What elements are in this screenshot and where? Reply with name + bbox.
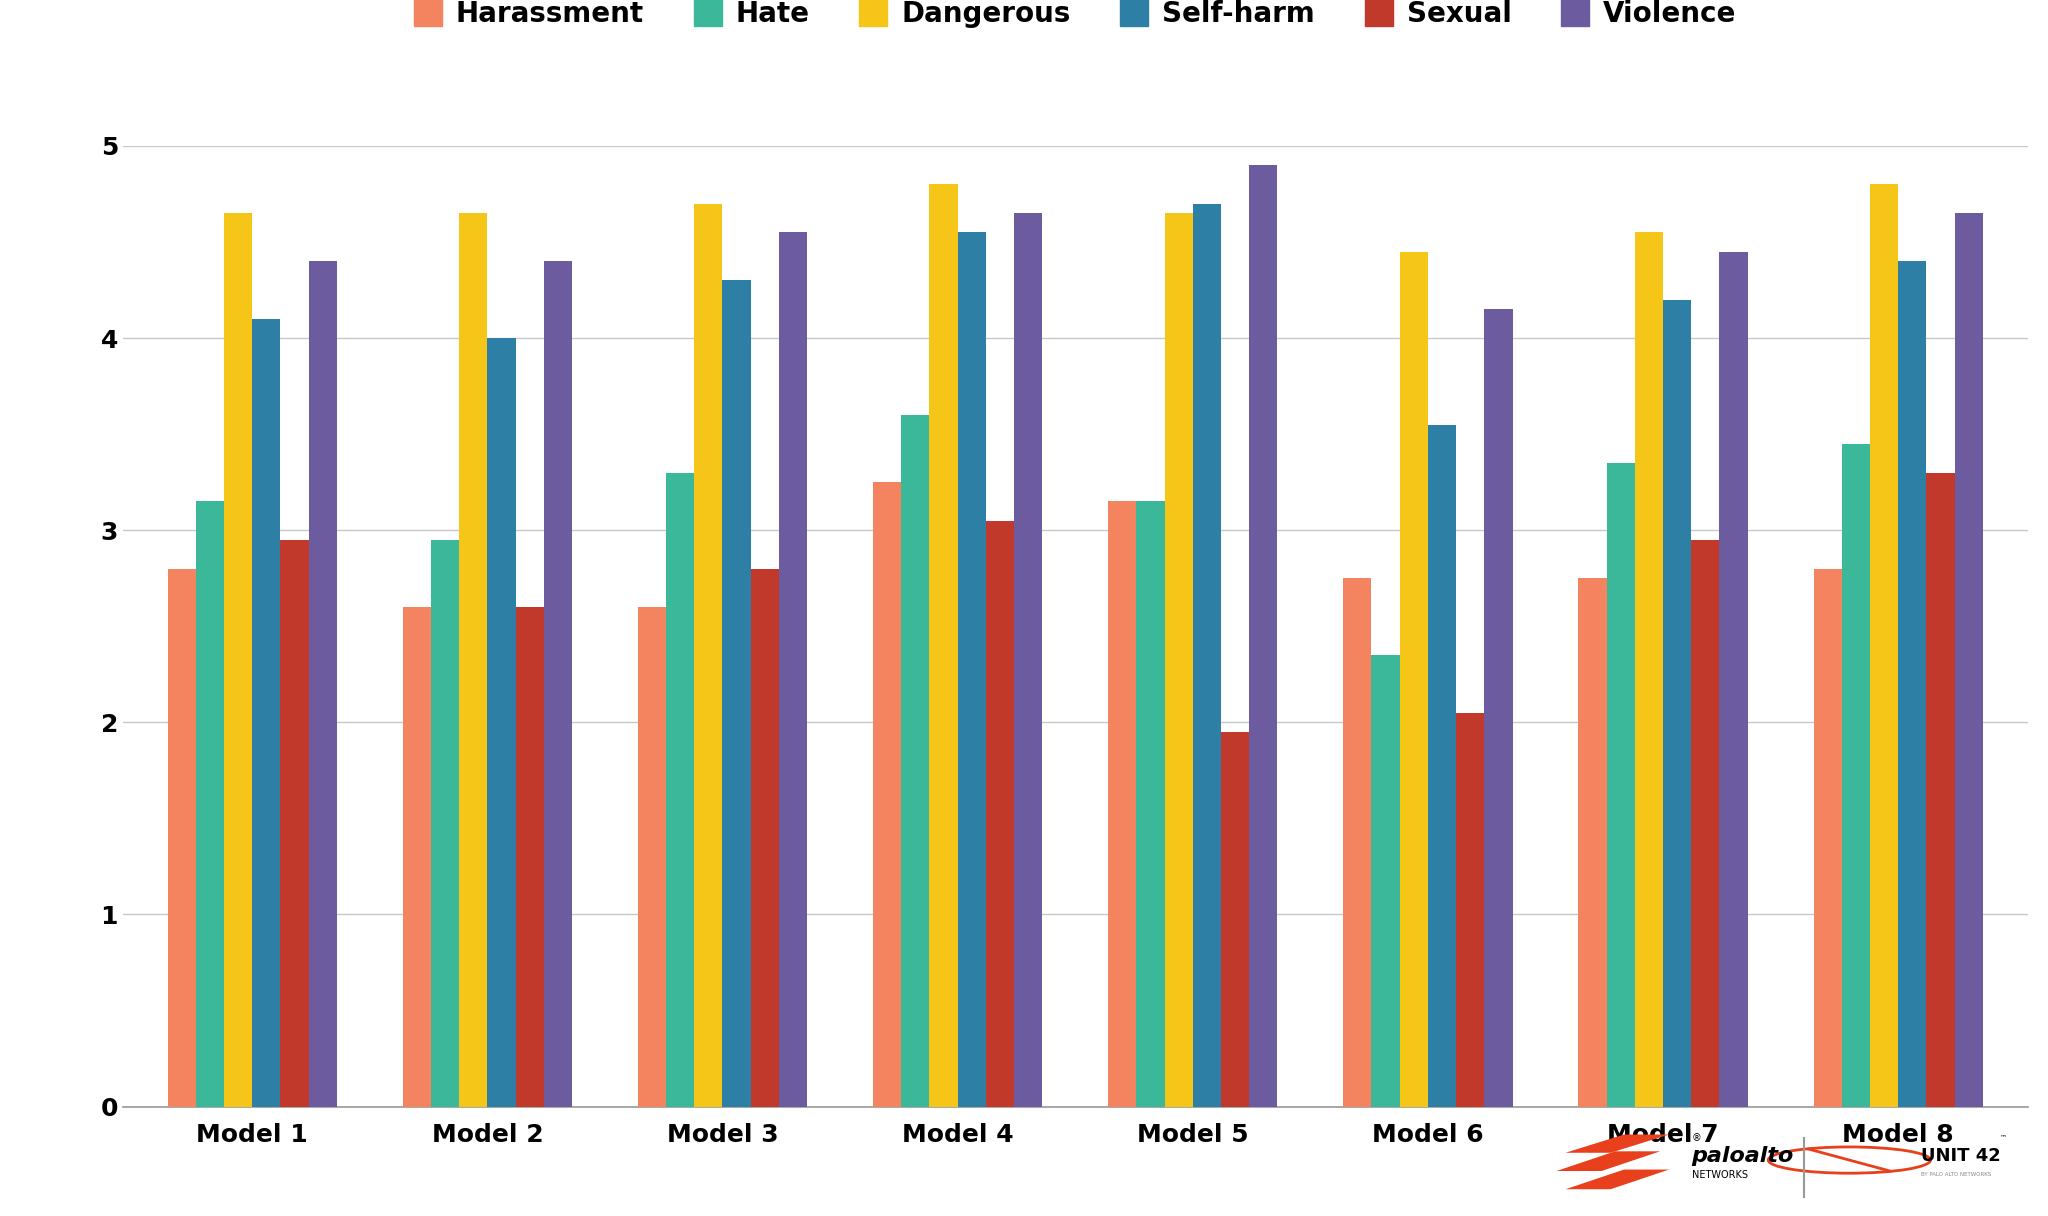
Legend: Harassment, Hate, Dangerous, Self-harm, Sexual, Violence: Harassment, Hate, Dangerous, Self-harm, …: [403, 0, 1747, 39]
Bar: [1456, 713, 1485, 1107]
Bar: [1898, 261, 1927, 1107]
Bar: [752, 569, 778, 1107]
Bar: [1692, 540, 1720, 1107]
Bar: [778, 232, 807, 1107]
Bar: [403, 607, 430, 1107]
Bar: [1137, 501, 1165, 1107]
Bar: [197, 501, 223, 1107]
Bar: [985, 520, 1014, 1107]
Bar: [872, 483, 901, 1107]
Bar: [1663, 299, 1692, 1107]
Bar: [901, 415, 930, 1107]
Text: ™: ™: [2001, 1133, 2007, 1139]
Bar: [459, 213, 487, 1107]
Bar: [1841, 444, 1870, 1107]
Bar: [958, 232, 985, 1107]
Text: ®: ®: [1692, 1133, 1702, 1143]
Bar: [666, 473, 694, 1107]
Bar: [545, 261, 571, 1107]
Text: NETWORKS: NETWORKS: [1692, 1170, 1747, 1180]
Polygon shape: [1565, 1135, 1669, 1153]
Bar: [1634, 232, 1663, 1107]
Text: paloalto: paloalto: [1692, 1147, 1794, 1166]
Polygon shape: [1556, 1152, 1661, 1171]
Bar: [1221, 732, 1249, 1107]
Bar: [1399, 252, 1427, 1107]
Bar: [252, 319, 281, 1107]
Bar: [168, 569, 197, 1107]
Text: UNIT 42: UNIT 42: [1921, 1148, 2001, 1165]
Bar: [1720, 252, 1747, 1107]
Bar: [430, 540, 459, 1107]
Bar: [1372, 655, 1399, 1107]
Bar: [1427, 424, 1456, 1107]
Bar: [1165, 213, 1192, 1107]
Bar: [637, 607, 666, 1107]
Polygon shape: [1565, 1170, 1669, 1189]
Bar: [1579, 579, 1606, 1107]
Bar: [1485, 309, 1513, 1107]
Bar: [1108, 501, 1137, 1107]
Bar: [1343, 579, 1372, 1107]
Bar: [694, 203, 723, 1107]
Bar: [516, 607, 545, 1107]
Bar: [1249, 165, 1278, 1107]
Bar: [1927, 473, 1954, 1107]
Bar: [1815, 569, 1841, 1107]
Bar: [1192, 203, 1221, 1107]
Bar: [1606, 463, 1634, 1107]
Bar: [309, 261, 336, 1107]
Bar: [723, 281, 752, 1107]
Bar: [1870, 185, 1898, 1107]
Bar: [1954, 213, 1982, 1107]
Bar: [223, 213, 252, 1107]
Bar: [1014, 213, 1042, 1107]
Bar: [281, 540, 309, 1107]
Bar: [930, 185, 958, 1107]
Bar: [487, 338, 516, 1107]
Text: BY PALO ALTO NETWORKS: BY PALO ALTO NETWORKS: [1921, 1172, 1993, 1177]
